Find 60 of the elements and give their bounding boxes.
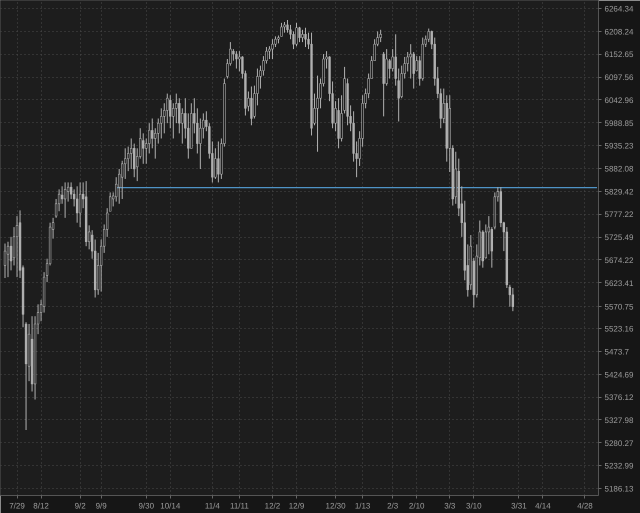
- y-tick-label: 6097.56: [604, 73, 634, 82]
- x-tick-label: 9/9: [96, 502, 108, 510]
- x-tick-label: 10/14: [160, 502, 181, 510]
- candlestick: [409, 44, 412, 80]
- y-tick-label: 5674.22: [604, 256, 634, 265]
- x-tick-label: 3/10: [466, 502, 482, 510]
- y-tick-label: 5280.27: [604, 438, 634, 448]
- y-tick-label: 6264.34: [604, 4, 634, 14]
- candlestick: [283, 22, 286, 34]
- candlestick: [130, 138, 132, 170]
- x-tick-label: 2/3: [387, 502, 399, 510]
- candlestick: [217, 140, 220, 183]
- x-tick-label: 3/3: [444, 502, 456, 510]
- candlestick: [199, 118, 202, 170]
- x-tick-label: 12/2: [264, 502, 281, 510]
- y-tick-label: 6152.65: [604, 50, 634, 60]
- y-tick-label: 5570.75: [604, 302, 634, 312]
- candlestick: [76, 186, 78, 224]
- y-tick-label: 5327.98: [604, 416, 634, 425]
- x-tick-label: 3/31: [511, 502, 528, 510]
- y-tick-label: 5186.13: [604, 484, 634, 494]
- candlestick: [316, 75, 319, 152]
- candlestick: [428, 28, 430, 43]
- candlestick: [379, 29, 382, 43]
- x-tick-label: 4/28: [577, 502, 594, 510]
- candlestick: [250, 86, 253, 126]
- y-tick-label: 5376.12: [604, 393, 634, 402]
- candlestick: [238, 50, 241, 72]
- y-tick-label: 5232.99: [604, 462, 634, 471]
- candlestick: [271, 38, 274, 60]
- x-tick-label: 9/2: [74, 502, 86, 510]
- y-tick-label: 5473.7: [604, 347, 630, 356]
- candlestick: [142, 132, 144, 164]
- x-tick-label: 4/14: [535, 502, 552, 510]
- candlestick: [78, 182, 82, 228]
- y-tick-label: 5935.23: [604, 142, 634, 151]
- y-tick-label: 5882.08: [604, 164, 634, 174]
- x-tick-label: 12/30: [326, 502, 346, 510]
- candlestick: [60, 186, 64, 204]
- candlestick: [64, 182, 66, 218]
- y-tick-label: 5829.42: [604, 187, 634, 196]
- y-tick-label: 5777.22: [604, 210, 634, 220]
- x-tick-label: 1/13: [354, 502, 371, 510]
- x-tick-label: 11/4: [204, 502, 220, 510]
- x-tick-label: 7/29: [9, 502, 26, 510]
- y-tick-label: 5725.49: [604, 233, 634, 242]
- x-tick-label: 9/30: [138, 502, 155, 510]
- y-tick-label: 5623.41: [604, 278, 634, 288]
- candlestick: [235, 50, 238, 70]
- x-tick-label: 12/9: [288, 502, 305, 510]
- y-tick-label: 5424.69: [604, 370, 634, 380]
- x-tick-label: 2/10: [408, 502, 426, 510]
- x-tick-label: 11/11: [230, 502, 250, 510]
- y-tick-label: 5988.85: [604, 118, 634, 128]
- x-tick-label: 8/12: [33, 502, 50, 510]
- y-tick-label: 6042.96: [604, 96, 634, 105]
- y-tick-label: 5523.16: [604, 324, 634, 334]
- candlestick: [512, 287, 514, 312]
- candlestick: [16, 216, 18, 278]
- y-tick-label: 6208.24: [604, 27, 634, 36]
